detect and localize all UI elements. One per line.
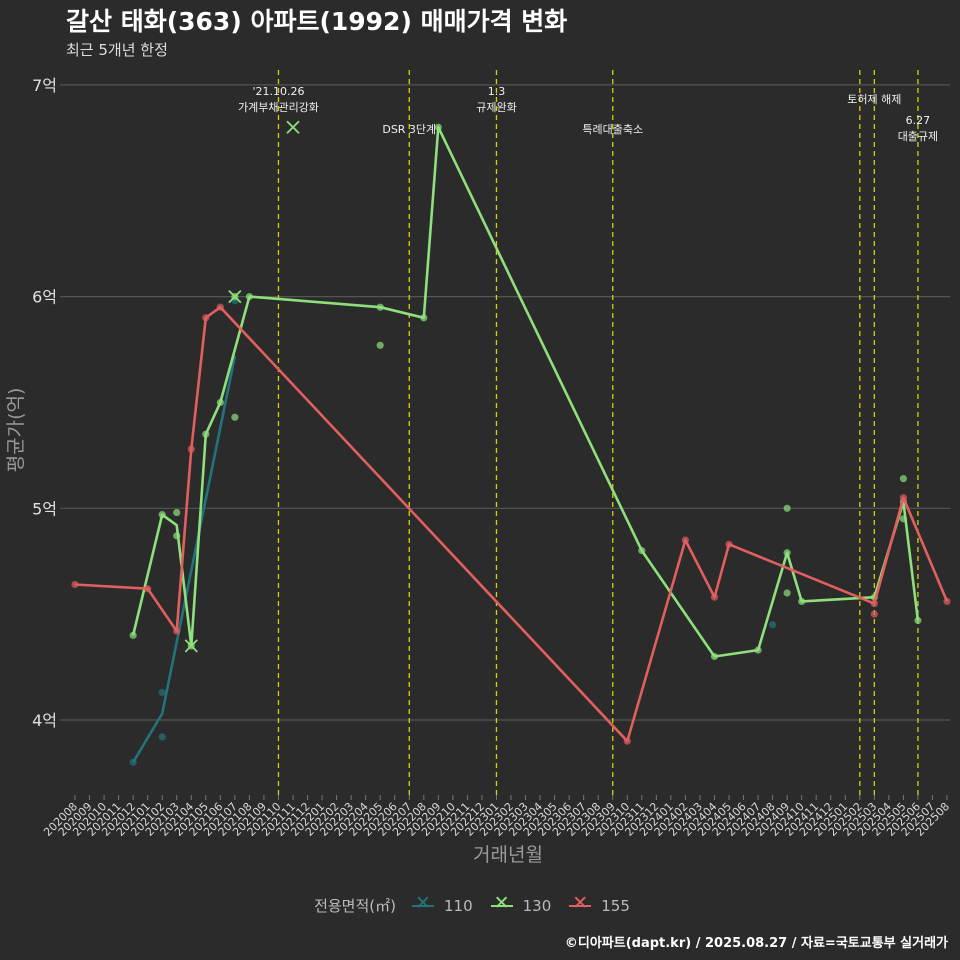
legend-key-icon: ✕ [489, 893, 515, 916]
chart-subtitle: 최근 5개년 한정 [66, 41, 168, 59]
legend-label: 155 [601, 896, 630, 915]
data-point [623, 737, 631, 745]
legend-key-icon: ✕ [410, 893, 436, 916]
max-min-marker [286, 120, 300, 134]
event-label: 토허제 해제 [847, 92, 901, 106]
data-point [216, 398, 224, 407]
data-point [710, 652, 719, 661]
data-point [870, 599, 878, 608]
data-point [129, 631, 137, 639]
y-tick-label: 4억 [32, 711, 57, 730]
data-point [914, 616, 922, 625]
data-point [725, 540, 733, 548]
data-point [434, 123, 442, 131]
event-label: 대출규제 [898, 130, 938, 143]
event-label: DSR 3단계 [382, 123, 436, 136]
event-label: 가계부채관리강화 [238, 101, 319, 114]
data-point [158, 511, 166, 519]
data-point [783, 589, 791, 597]
max-min-marker [228, 289, 242, 304]
source-caption: ©디아파트(dapt.kr) / 2025.08.27 / 자료=국토교통부 실… [564, 936, 948, 951]
data-point [376, 341, 384, 349]
data-point [173, 508, 181, 517]
event-label: 규제완화 [476, 101, 516, 114]
data-point [202, 314, 210, 322]
data-point [899, 515, 908, 523]
series-130 [129, 120, 922, 661]
marker-stroke [228, 289, 242, 304]
data-point [144, 585, 152, 593]
series-line [74, 305, 949, 743]
data-point [420, 314, 428, 322]
legend-label: 110 [443, 896, 473, 915]
event-label: 특례대출축소 [582, 123, 643, 136]
event-label: 6.27 [906, 114, 931, 127]
data-point [783, 504, 791, 512]
legend-title: 전용면적(㎡) [314, 897, 396, 915]
data-point [899, 494, 908, 502]
legend-key-icon: ✕ [567, 893, 593, 916]
data-point [769, 621, 777, 629]
data-point [376, 303, 384, 311]
legend-item-130[interactable]: ✕ 130 [489, 893, 552, 916]
event-label: 1.3 [488, 85, 506, 98]
data-point [158, 688, 166, 697]
data-point [129, 758, 137, 766]
data-point [158, 733, 166, 741]
y-tick-label: 5억 [32, 499, 57, 518]
legend-item-110[interactable]: ✕ 110 [410, 893, 473, 916]
data-point [202, 430, 210, 438]
data-point [216, 303, 224, 311]
legend-item-155[interactable]: ✕ 155 [567, 893, 630, 916]
series-155 [71, 303, 951, 745]
max-min-marker [184, 639, 198, 653]
data-point [783, 549, 791, 557]
series-line [131, 125, 920, 658]
data-point [798, 597, 806, 606]
legend-label: 130 [522, 896, 552, 915]
data-point [245, 293, 253, 301]
event-label: '21.10.26 [252, 85, 304, 98]
y-axis-title: 평균가(억) [5, 388, 27, 473]
data-point [173, 627, 181, 635]
marker-stroke [184, 639, 198, 653]
data-point [943, 597, 951, 606]
marker-stroke [286, 120, 300, 134]
chart-title: 갈산 태화(363) 아파트(1992) 매매가격 변화 [66, 7, 568, 36]
data-point [870, 610, 878, 618]
data-point [710, 593, 719, 601]
data-point [681, 536, 690, 544]
data-point [638, 547, 646, 555]
y-tick-label: 7억 [32, 76, 57, 95]
series-110 [129, 297, 777, 766]
data-point [231, 413, 239, 421]
data-point [754, 646, 762, 654]
data-point [187, 445, 195, 453]
series-line [131, 355, 237, 763]
legend: 전용면적(㎡) ✕ 110 ✕ 130 ✕ 155 [0, 893, 960, 916]
x-axis-title: 거래년월 [473, 844, 543, 866]
y-tick-label: 6억 [32, 288, 57, 307]
data-point [173, 532, 181, 540]
data-point [899, 475, 908, 483]
data-point [71, 580, 79, 589]
